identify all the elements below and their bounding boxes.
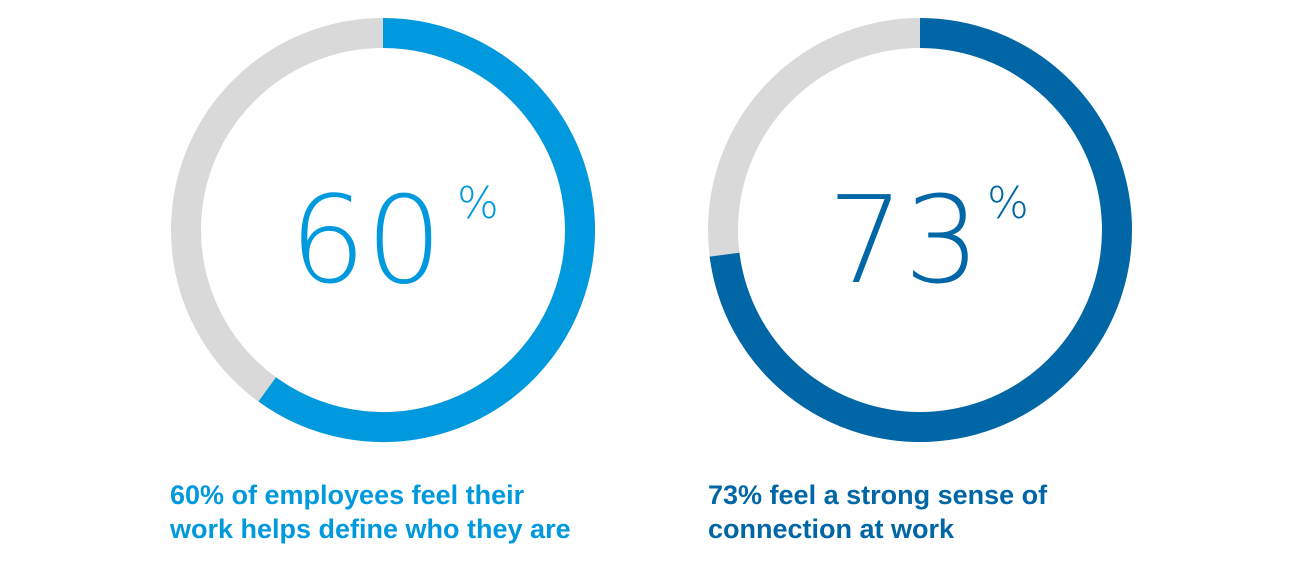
donut-caption: 60% of employees feel their work helps d…	[170, 478, 630, 546]
donut-value-label: 60	[290, 172, 443, 311]
donut-charts: 60 % 73 %	[171, 18, 1132, 442]
donut-chart-2: 73 %	[708, 18, 1132, 442]
caption-line: 60% of employees feel their	[170, 480, 525, 510]
donut-value-arc	[709, 18, 1132, 442]
donut-value-arc	[258, 18, 595, 442]
donut-value-label: 73	[828, 172, 981, 311]
caption-line: connection at work	[708, 514, 955, 544]
caption-line: work helps define who they are	[170, 514, 571, 544]
donut-chart-1: 60 %	[171, 18, 595, 442]
donut-unit-label: %	[457, 178, 499, 229]
donut-unit-label: %	[987, 178, 1029, 229]
donut-caption: 73% feel a strong sense of connection at…	[708, 478, 1168, 546]
caption-line: 73% feel a strong sense of	[708, 480, 1048, 510]
